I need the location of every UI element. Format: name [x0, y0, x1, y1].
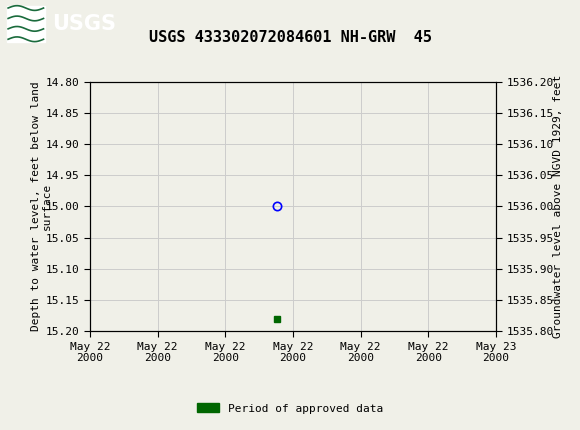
Legend: Period of approved data: Period of approved data — [193, 399, 387, 418]
Bar — [7, 6, 45, 42]
Y-axis label: Groundwater level above NGVD 1929, feet: Groundwater level above NGVD 1929, feet — [553, 75, 563, 338]
Text: USGS 433302072084601 NH-GRW  45: USGS 433302072084601 NH-GRW 45 — [148, 30, 432, 45]
Y-axis label: Depth to water level, feet below land
surface: Depth to water level, feet below land su… — [31, 82, 52, 331]
Text: USGS: USGS — [52, 14, 116, 34]
